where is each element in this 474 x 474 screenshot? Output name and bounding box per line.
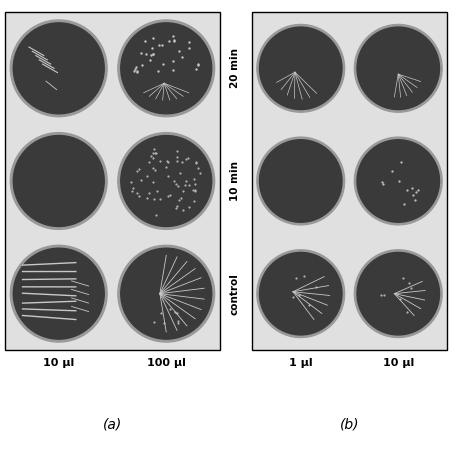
Ellipse shape: [118, 245, 215, 342]
Ellipse shape: [13, 248, 104, 339]
Bar: [5, 12, 220, 350]
Text: 100 μl: 100 μl: [147, 358, 186, 368]
Ellipse shape: [10, 133, 107, 229]
Ellipse shape: [121, 136, 212, 227]
Ellipse shape: [355, 137, 442, 225]
Ellipse shape: [357, 253, 439, 335]
Ellipse shape: [355, 25, 442, 112]
Ellipse shape: [357, 140, 439, 222]
Ellipse shape: [259, 27, 342, 109]
Text: 1 μl: 1 μl: [289, 358, 312, 368]
Text: 10 min: 10 min: [230, 161, 240, 201]
Text: 10 μl: 10 μl: [43, 358, 74, 368]
Ellipse shape: [10, 20, 107, 117]
Bar: [252, 12, 447, 350]
Ellipse shape: [10, 245, 107, 342]
Text: (a): (a): [103, 418, 122, 432]
Ellipse shape: [13, 23, 104, 114]
Text: control: control: [230, 273, 240, 315]
Ellipse shape: [118, 20, 215, 117]
Ellipse shape: [259, 140, 342, 222]
Ellipse shape: [357, 27, 439, 109]
Ellipse shape: [121, 23, 212, 114]
Ellipse shape: [355, 250, 442, 337]
Ellipse shape: [257, 25, 345, 112]
Ellipse shape: [257, 250, 345, 337]
Text: (b): (b): [340, 418, 359, 432]
Text: 10 μl: 10 μl: [383, 358, 414, 368]
Ellipse shape: [259, 253, 342, 335]
Ellipse shape: [118, 133, 215, 229]
Text: 20 min: 20 min: [230, 48, 240, 88]
Ellipse shape: [13, 136, 104, 227]
Ellipse shape: [257, 137, 345, 225]
Ellipse shape: [121, 248, 212, 339]
